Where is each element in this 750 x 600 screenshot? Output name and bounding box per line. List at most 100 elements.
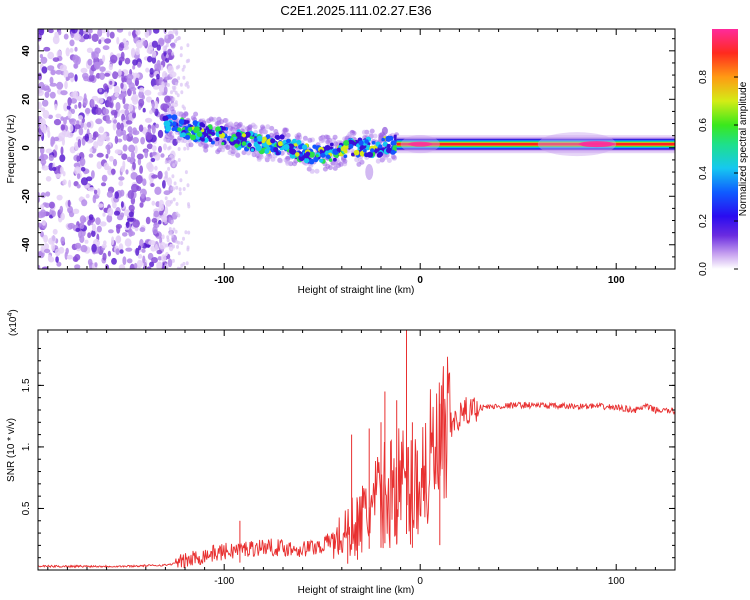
noise-cell <box>160 153 165 158</box>
noise-cell <box>136 259 143 269</box>
signal-trail-cell <box>390 149 396 155</box>
noise-cell <box>132 112 136 119</box>
noise-cell <box>145 131 151 140</box>
noise-cell <box>114 191 119 199</box>
noise-cell <box>128 228 133 237</box>
noise-cell <box>48 201 55 209</box>
noise-cell <box>158 39 165 45</box>
noise-cell <box>173 181 177 186</box>
noise-cell <box>179 178 183 183</box>
noise-cell <box>94 262 98 268</box>
signal-halo-cell <box>285 160 291 166</box>
noise-cell <box>110 109 118 116</box>
noise-cell <box>70 97 77 104</box>
noise-cell <box>88 214 94 221</box>
signal-trail-cell <box>312 144 317 149</box>
signal-trail-cell <box>187 127 193 132</box>
noise-cell <box>83 34 90 40</box>
noise-cell <box>73 162 81 168</box>
noise-cell <box>83 93 87 102</box>
noise-cell <box>63 69 69 79</box>
signal-trail-cell <box>340 146 346 152</box>
signal-trail-cell <box>247 142 252 148</box>
signal-halo-cell <box>258 154 264 160</box>
noise-cell <box>154 165 158 171</box>
snr-exponent-close: ) <box>8 309 19 312</box>
noise-cell <box>60 236 65 245</box>
signal-trail-cell <box>221 142 225 146</box>
signal-trail-cell <box>253 137 258 142</box>
noise-cell <box>106 101 113 108</box>
noise-cell <box>60 212 65 221</box>
noise-cell <box>91 51 96 57</box>
noise-cell <box>101 174 108 182</box>
signal-halo-cell <box>188 142 194 148</box>
signal-trail-cell <box>165 125 171 132</box>
signal-halo-cell <box>247 124 253 130</box>
noise-cell <box>85 193 90 199</box>
noise-cell <box>164 196 168 201</box>
signal-trail-cell <box>336 147 341 152</box>
signal-halo-cell <box>354 157 360 163</box>
signal-halo-cell <box>169 135 175 141</box>
noise-cell <box>88 74 95 82</box>
noise-cell <box>125 247 133 252</box>
noise-cell <box>155 123 159 129</box>
noise-cell <box>184 230 188 235</box>
signal-trail-cell <box>215 137 220 142</box>
noise-cell <box>86 47 93 53</box>
noise-cell <box>132 29 137 39</box>
noise-cell <box>122 134 128 141</box>
noise-cell <box>60 124 66 131</box>
signal-trail-cell <box>208 138 213 142</box>
snr-y-exponent: (x104) <box>7 309 19 336</box>
signal-trail-cell <box>263 148 270 154</box>
signal-halo-cell <box>214 121 220 127</box>
noise-cell <box>139 202 144 208</box>
noise-cell <box>46 126 50 133</box>
noise-cell <box>142 107 146 113</box>
noise-cell <box>128 144 136 153</box>
noise-cell <box>119 56 125 62</box>
noise-cell <box>121 153 128 160</box>
noise-cell <box>172 163 176 168</box>
noise-cell <box>182 187 186 191</box>
noise-cell <box>146 162 153 170</box>
noise-cell <box>48 154 54 161</box>
noise-cell <box>172 197 176 202</box>
noise-cell <box>80 244 88 253</box>
signal-trail-cell <box>255 145 262 152</box>
noise-cell <box>182 236 185 241</box>
signal-trail-cell <box>218 130 223 135</box>
noise-cell <box>165 54 169 59</box>
noise-cell <box>159 210 164 216</box>
noise-cell <box>86 215 90 221</box>
noise-cell <box>171 233 175 238</box>
noise-cell <box>96 97 104 104</box>
noise-cell <box>137 254 143 259</box>
snr-x-tick-label: -100 <box>214 576 234 587</box>
signal-trail-cell <box>193 127 199 134</box>
noise-cell <box>187 202 190 207</box>
noise-cell <box>56 194 63 201</box>
noise-cell <box>156 249 163 255</box>
signal-trail-cell <box>270 138 276 144</box>
signal-halo-cell <box>292 161 297 167</box>
noise-cell <box>53 118 62 126</box>
noise-cell <box>125 221 130 229</box>
signal-halo-cell <box>241 150 247 156</box>
noise-cell <box>65 247 69 255</box>
noise-cell <box>114 135 119 144</box>
noise-cell <box>156 73 160 80</box>
noise-cell <box>44 91 50 98</box>
noise-cell <box>176 266 180 269</box>
noise-cell <box>135 175 143 184</box>
signal-halo-cell <box>325 134 331 140</box>
noise-cell <box>175 202 179 206</box>
noise-cell <box>53 136 60 142</box>
noise-cell <box>102 108 110 115</box>
noise-cell <box>180 241 184 245</box>
noise-cell <box>159 242 167 250</box>
noise-cell <box>154 243 158 252</box>
noise-cell <box>130 47 136 57</box>
